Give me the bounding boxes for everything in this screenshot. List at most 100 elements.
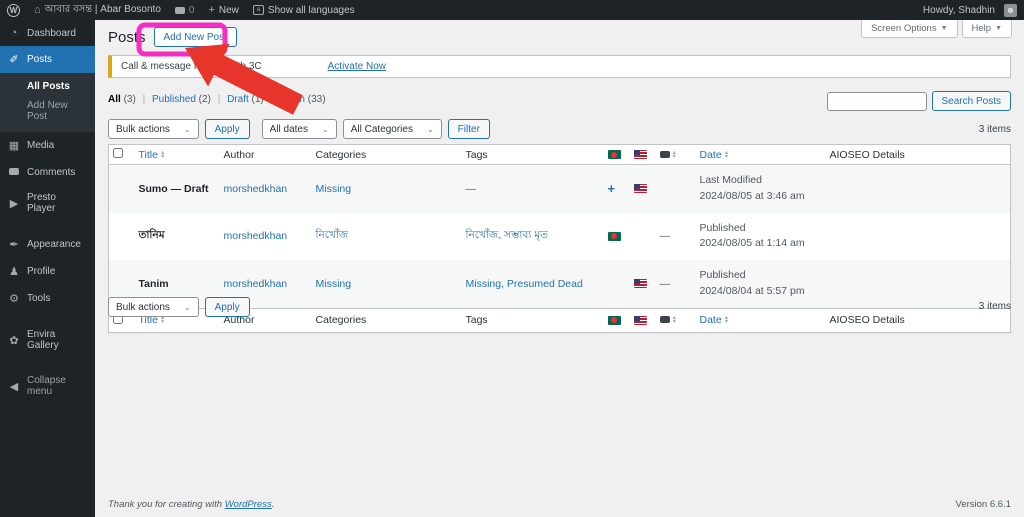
table-row: Tanim morshedkhan Missing Missing, Presu…	[108, 260, 1011, 308]
account-menu[interactable]: Howdy, Shadhin ☻	[916, 3, 1024, 17]
sidebar-item-comments[interactable]: Comments	[0, 159, 95, 185]
bulk-actions-select[interactable]: Bulk actions ⌄	[108, 119, 199, 139]
category-link[interactable]: Missing	[315, 277, 352, 290]
search-posts-input[interactable]	[826, 91, 927, 111]
wordpress-logo-menu[interactable]: W	[0, 0, 27, 20]
admin-sidebar: ◔ Dashboard ✐ Posts All Posts Add New Po…	[0, 20, 95, 517]
author-link[interactable]: morshedkhan	[223, 182, 288, 195]
posts-submenu: All Posts Add New Post	[0, 73, 95, 132]
sidebar-item-media[interactable]: ▦ Media	[0, 132, 95, 159]
new-label: New	[218, 4, 239, 16]
tags-links[interactable]: Missing, Presumed Dead	[465, 277, 583, 290]
filter-published[interactable]: Published	[151, 94, 196, 105]
comments-count: 0	[188, 4, 195, 16]
posts-pin-icon: ✐	[9, 54, 19, 66]
category-link[interactable]: নিখোঁজ	[315, 228, 349, 241]
appearance-brush-icon: ✒	[9, 239, 19, 251]
sidebar-item-appearance[interactable]: ✒ Appearance	[0, 231, 95, 258]
us-flag-icon[interactable]	[633, 279, 647, 289]
list-toolbar-top: Bulk actions ⌄ Apply All dates ⌄ All Cat…	[108, 119, 490, 139]
filter-trash[interactable]: Trash	[279, 94, 305, 105]
sidebar-item-profile[interactable]: ♟ Profile	[0, 258, 95, 285]
filter-draft[interactable]: Draft	[227, 94, 249, 105]
us-flag-icon[interactable]	[633, 315, 647, 325]
profile-user-icon: ♟	[9, 266, 19, 278]
select-all-checkbox[interactable]	[113, 313, 123, 324]
post-title-link[interactable]: তানিম	[138, 228, 165, 241]
screen-options-button[interactable]: Screen Options ▼	[861, 20, 958, 38]
sort-arrows-icon: ▲ ▼	[159, 315, 166, 326]
posts-table: Title ▲ ▼ Author Categories Tags ▲ ▼ Date ▲ ▼…	[108, 144, 1011, 333]
chevron-down-icon: ⌄	[183, 302, 191, 312]
tags-links[interactable]: নিখোঁজ, সম্ভাব্য মৃত	[465, 228, 548, 241]
submenu-item-add-new-post[interactable]: Add New Post	[27, 100, 68, 122]
bulk-actions-select[interactable]: Bulk actions ⌄	[108, 297, 199, 317]
sidebar-item-label: Envira Gallery	[27, 329, 59, 351]
sort-arrows-icon: ▲ ▼	[723, 149, 730, 160]
sidebar-item-presto-player[interactable]: ▶ Presto Player	[0, 185, 95, 221]
new-content-menu[interactable]: + New	[201, 0, 245, 20]
translate-icon: a	[252, 5, 264, 15]
category-link[interactable]: Missing	[315, 182, 352, 195]
sort-title-header[interactable]: Title	[138, 314, 158, 326]
add-translation-button[interactable]: +	[607, 181, 616, 197]
sidebar-item-label: Collapse menu	[27, 375, 66, 397]
chevron-down-icon: ⌄	[426, 124, 434, 134]
author-link[interactable]: morshedkhan	[223, 277, 288, 290]
sort-title-header[interactable]: Title	[138, 148, 158, 161]
search-posts-button[interactable]: Search Posts	[931, 91, 1011, 111]
table-row: Sumo — Draft morshedkhan Missing — + Las…	[108, 164, 1011, 213]
date-cell: Published 2024/08/04 at 5:57 pm	[695, 260, 826, 308]
categories-filter-select[interactable]: All Categories ⌄	[342, 119, 442, 139]
add-new-post-button[interactable]: Add New Post	[153, 27, 237, 47]
sidebar-item-envira-gallery[interactable]: ✿ Envira Gallery	[0, 322, 95, 358]
presto-player-icon: ▶	[9, 197, 19, 210]
bangladesh-flag-icon[interactable]	[607, 315, 621, 325]
sidebar-item-tools[interactable]: ⚙ Tools	[0, 285, 95, 312]
footer-thanks-text: Thank you for creating with	[108, 499, 223, 510]
items-count: 3 items	[978, 301, 1011, 312]
sidebar-item-label: Appearance	[27, 239, 81, 250]
sidebar-item-dashboard[interactable]: ◔ Dashboard	[0, 20, 95, 46]
filter-draft-count: (1)	[251, 94, 264, 105]
dates-filter-select[interactable]: All dates ⌄	[261, 119, 337, 139]
main-content: Screen Options ▼ Help ▼ Posts Add New Po…	[95, 20, 1024, 517]
filter-button[interactable]: Filter	[447, 119, 490, 139]
help-button[interactable]: Help ▼	[961, 20, 1012, 38]
collapse-arrow-icon: ◀	[9, 380, 19, 393]
collapse-menu-button[interactable]: ◀ Collapse menu	[0, 368, 95, 404]
wordpress-footer-link[interactable]: WordPress	[224, 499, 272, 510]
comments-admin-link[interactable]: 0	[168, 0, 202, 20]
comments-column-icon[interactable]	[659, 316, 670, 323]
post-title-link[interactable]: Sumo — Draft	[138, 182, 209, 195]
sort-date-header[interactable]: Date	[699, 148, 722, 161]
author-header: Author	[219, 144, 312, 165]
us-flag-icon[interactable]	[633, 150, 647, 160]
us-flag-icon[interactable]	[633, 184, 647, 194]
show-all-languages-menu[interactable]: a Show all languages	[246, 0, 362, 20]
comments-column-icon[interactable]	[659, 150, 670, 158]
post-title-link[interactable]: Tanim	[138, 277, 169, 290]
sidebar-item-label: Tools	[27, 293, 51, 304]
sidebar-item-posts[interactable]: ✐ Posts	[0, 46, 95, 73]
submenu-item-all-posts[interactable]: All Posts	[27, 81, 70, 92]
comments-icon	[8, 166, 20, 178]
sort-date-header[interactable]: Date	[699, 314, 722, 326]
author-link[interactable]: morshedkhan	[223, 230, 288, 243]
apply-button[interactable]: Apply	[204, 297, 250, 317]
site-name: আবার বসন্ত | Abar Bosonto	[44, 3, 161, 15]
tools-wrench-icon: ⚙	[9, 293, 19, 305]
table-footer-row: Title ▲ ▼ Author Categories Tags ▲ ▼ Date ▲ ▼…	[108, 307, 1011, 332]
filter-trash-count: (33)	[307, 94, 326, 105]
filter-all[interactable]: All	[108, 94, 121, 105]
apply-button[interactable]: Apply	[204, 119, 250, 139]
media-icon: ▦	[8, 140, 20, 152]
sort-arrows-icon: ▲ ▼	[671, 149, 677, 160]
sidebar-item-label: Dashboard	[27, 27, 76, 39]
bangladesh-flag-icon[interactable]	[607, 150, 621, 160]
sort-arrows-icon: ▲ ▼	[723, 315, 730, 326]
activate-now-link[interactable]: Activate Now	[327, 61, 386, 72]
bangladesh-flag-icon[interactable]	[607, 231, 621, 241]
site-name-link[interactable]: ⌂ আবার বসন্ত | Abar Bosonto	[27, 0, 168, 20]
select-all-checkbox[interactable]	[113, 148, 123, 158]
